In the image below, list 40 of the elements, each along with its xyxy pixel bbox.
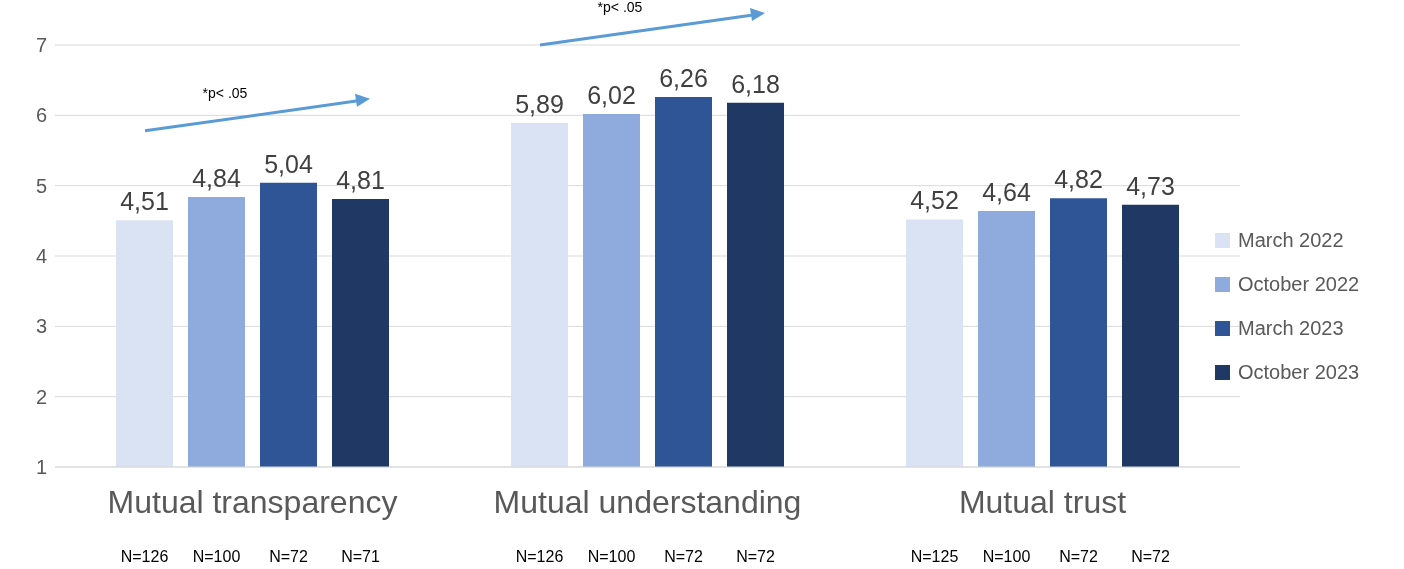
- data-label: 4,84: [192, 163, 241, 192]
- y-tick-label: 6: [35, 104, 47, 127]
- text: *p< .05: [597, 0, 643, 16]
- text: N=72: [1059, 548, 1098, 565]
- text: N=72: [664, 548, 703, 565]
- legend-label: October 2022: [1238, 272, 1360, 296]
- y-tick-label: 7: [35, 34, 47, 57]
- data-label: 5,89: [515, 90, 564, 119]
- y-tick-label: 3: [35, 315, 47, 338]
- text: N=100: [587, 548, 636, 565]
- legend-label: October 2023: [1238, 360, 1360, 384]
- legend-label: March 2023: [1238, 316, 1344, 340]
- text: N=126: [515, 548, 564, 565]
- y-tick-label: 4: [35, 245, 47, 268]
- annotation: *p< .05: [202, 84, 248, 101]
- data-label: 4,82: [1054, 165, 1103, 194]
- data-label: 6,02: [587, 80, 636, 109]
- text: N=100: [982, 548, 1031, 565]
- data-label: 4,73: [1126, 171, 1175, 200]
- data-label: 4,64: [982, 177, 1031, 206]
- text: N=125: [910, 548, 959, 565]
- text: N=100: [192, 548, 241, 565]
- y-tick-label: 2: [35, 385, 47, 408]
- data-label: 4,52: [910, 186, 959, 215]
- x-tick-label: Mutual transparency: [107, 484, 398, 520]
- text: N=71: [341, 548, 380, 565]
- text: N=126: [120, 548, 169, 565]
- data-label: 4,81: [336, 166, 385, 195]
- x-tick-label: Mutual understanding: [493, 484, 802, 520]
- data-label: 6,26: [659, 64, 708, 93]
- y-tick-label: 1: [35, 456, 47, 479]
- x-tick-label: Mutual trust: [958, 484, 1127, 520]
- data-label: 5,04: [264, 149, 313, 178]
- legend-label: March 2022: [1238, 228, 1344, 252]
- data-label: 6,18: [731, 69, 780, 98]
- text: N=72: [736, 548, 775, 565]
- text: N=72: [269, 548, 308, 565]
- y-tick-label: 5: [35, 174, 47, 197]
- text: N=72: [1131, 548, 1170, 565]
- data-label: 4,51: [120, 187, 169, 216]
